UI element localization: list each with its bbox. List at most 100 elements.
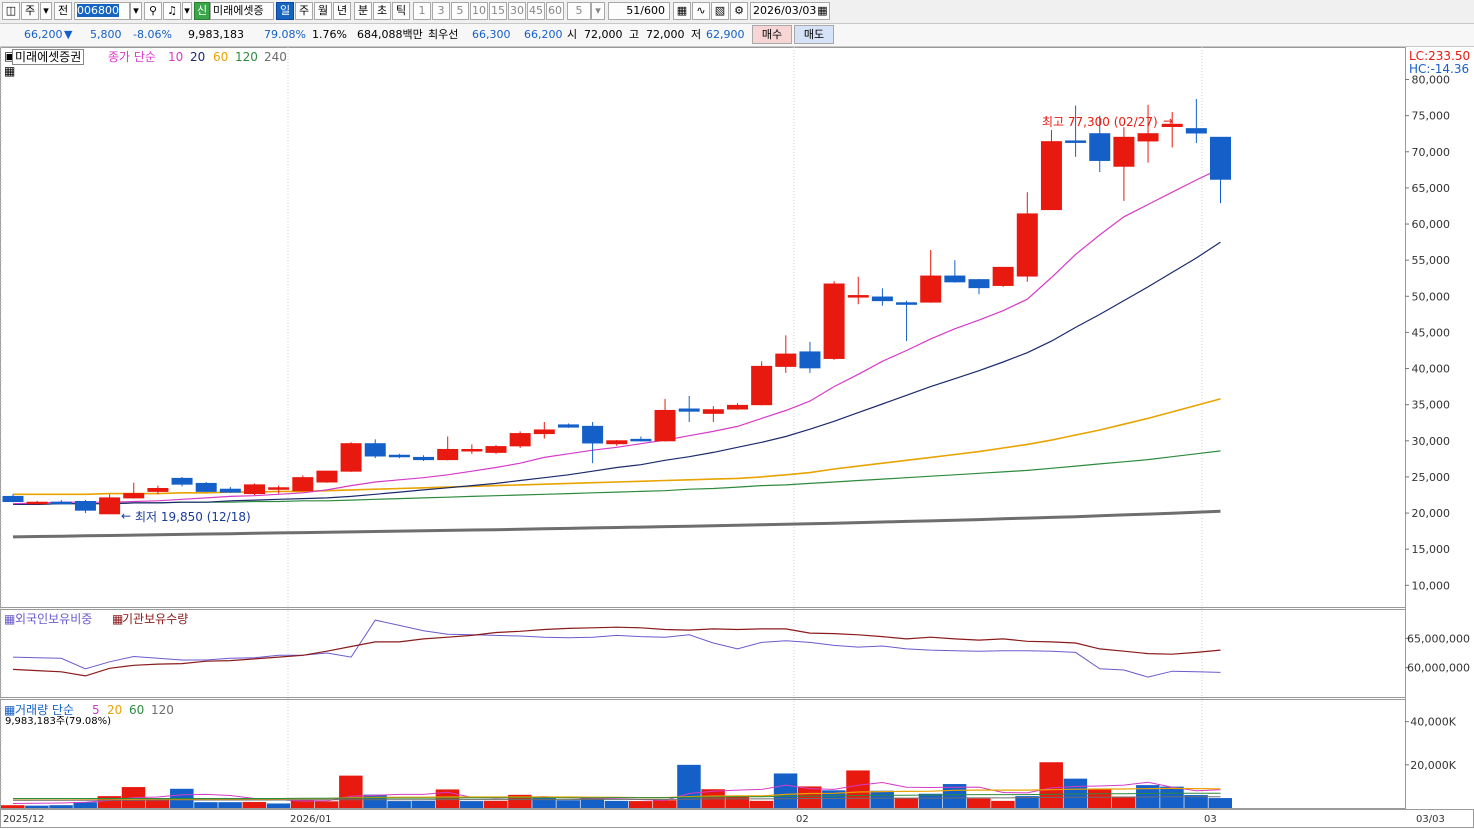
indicator-icon[interactable]: ∿	[692, 2, 710, 20]
current-price: 66,200	[24, 28, 63, 41]
gear-icon[interactable]: ⚙	[730, 2, 748, 20]
stock-chart[interactable]: 10,000 15,000 20,000 25,000 30,000 35,000 40,0…	[0, 47, 1474, 829]
interval-3-label: 3	[437, 4, 445, 17]
candle-body	[751, 365, 773, 406]
candle-body	[847, 295, 869, 298]
interval-60[interactable]: 60	[546, 2, 564, 20]
chevron-down-icon[interactable]: ▾	[40, 2, 52, 20]
tab-period-tick[interactable]: 틱	[392, 2, 410, 20]
candle-body	[606, 440, 628, 445]
market-type-select[interactable]: 주	[21, 2, 39, 20]
price-tick-label: 25,000	[1412, 471, 1451, 484]
interval-1[interactable]: 1	[413, 2, 431, 20]
price-change-pct: -8.06%	[133, 28, 172, 41]
date-input[interactable]: 2026/03/03	[750, 2, 830, 20]
tab-period-day[interactable]: 일	[276, 2, 294, 20]
quote-bar: 66,200 ▼ 5,800 -8.06% 9,983,183 79.08% 1…	[0, 24, 1474, 47]
interval-3[interactable]: 3	[432, 2, 450, 20]
chart-area: 10,000 15,000 20,000 25,000 30,000 35,000 40,0…	[0, 47, 1474, 829]
low-annotation: 최저 19,850 (12/18)	[135, 510, 251, 524]
sound-dropdown-icon[interactable]: ▾	[182, 2, 192, 20]
volume-ma5-line	[12, 781, 1221, 804]
high-price: 72,000	[646, 28, 685, 41]
tab-period-year[interactable]: 년	[333, 2, 351, 20]
price-change: 5,800	[90, 28, 122, 41]
buy-button[interactable]: 매수	[752, 25, 792, 44]
best-bid: 66,200	[524, 28, 563, 41]
candle-body	[388, 454, 410, 458]
low-arrow-icon: ←	[121, 509, 132, 523]
candle-body	[871, 296, 893, 302]
candle-body	[678, 408, 700, 412]
volume-bar	[290, 799, 315, 808]
best-ask: 66,300	[472, 28, 511, 41]
stock-name-field[interactable]: 미래에셋증	[210, 2, 274, 20]
buy-button-label: 매수	[761, 28, 783, 41]
date-tick-label: 2026/01	[290, 814, 332, 825]
volume-bar	[822, 790, 846, 808]
sound-icon[interactable]: ♫	[163, 2, 181, 20]
layout-icon[interactable]: ◫	[2, 2, 20, 20]
price-tick-label: 30,000	[1412, 435, 1451, 448]
holding-tick-label: 60,000,000	[1407, 662, 1470, 675]
interval-dropdown-icon[interactable]: ▾	[591, 2, 605, 20]
volume: 9,983,183	[188, 28, 244, 41]
low-label: 저	[691, 28, 702, 41]
candle-body	[171, 477, 193, 485]
volume-bar	[218, 802, 242, 808]
volume-legend-icon: ▦	[4, 703, 16, 717]
volume-bar	[725, 795, 749, 808]
new-badge: 신	[194, 2, 210, 20]
candle-type-icon[interactable]: ▦	[673, 2, 691, 20]
candle-body	[364, 443, 386, 457]
code-input[interactable]: 006800	[74, 2, 130, 20]
interval-input[interactable]: 5	[567, 2, 591, 20]
save-icon[interactable]: ▧	[711, 2, 729, 20]
tab-period-month[interactable]: 월	[314, 2, 332, 20]
interval-10[interactable]: 10	[470, 2, 488, 20]
candle-body	[727, 404, 748, 410]
interval-input-value: 5	[575, 4, 583, 17]
count-value: 51	[626, 4, 641, 17]
all-select[interactable]: 전	[54, 2, 72, 20]
code-value: 006800	[77, 4, 119, 17]
volume-bar	[97, 796, 122, 808]
tab-period-week[interactable]: 주	[295, 2, 313, 20]
tab-period-minute[interactable]: 분	[354, 2, 372, 20]
volume-last-value: 9,983,183주(79.08%)	[5, 716, 112, 727]
tab-period-tick-label: 틱	[395, 4, 407, 17]
candle-body	[1040, 141, 1062, 211]
volume-bar	[918, 793, 943, 808]
volume-bar	[1015, 796, 1039, 808]
vol-ma-legend-120: 120	[151, 703, 174, 717]
tab-period-day-label: 일	[279, 4, 291, 17]
code-dropdown-icon[interactable]: ▾	[130, 2, 142, 20]
tab-period-week-label: 주	[298, 4, 310, 17]
tab-period-second[interactable]: 초	[373, 2, 391, 20]
ma20-line	[13, 241, 1221, 505]
ma240-line	[12, 509, 1221, 539]
ma60-line	[13, 398, 1221, 496]
interval-5[interactable]: 5	[451, 2, 469, 20]
high-label: 고	[629, 28, 640, 41]
price-tick-label: 15,000	[1412, 543, 1451, 556]
volume-bar	[604, 800, 629, 808]
date-value: 2026/03/03	[753, 4, 817, 17]
volume-bar	[773, 773, 798, 808]
price-tick-label: 45,000	[1412, 326, 1451, 339]
price-tick-label: 10,000	[1412, 579, 1451, 592]
candle-body	[123, 493, 145, 499]
interval-30[interactable]: 30	[508, 2, 526, 20]
interval-10-label: 10	[472, 4, 486, 17]
best-label: 최우선	[428, 28, 459, 41]
sell-button[interactable]: 매도	[794, 25, 834, 44]
date-current-label: 03/03	[1416, 814, 1445, 825]
volume-bar	[797, 786, 822, 808]
interval-45[interactable]: 45	[527, 2, 545, 20]
count-input[interactable]: 51/600	[608, 2, 670, 20]
search-icon[interactable]: ⚲	[144, 2, 162, 20]
candle-body	[654, 409, 676, 442]
calendar-icon[interactable]: ▦	[816, 2, 830, 20]
interval-15[interactable]: 15	[489, 2, 507, 20]
all-select-value: 전	[57, 4, 69, 17]
